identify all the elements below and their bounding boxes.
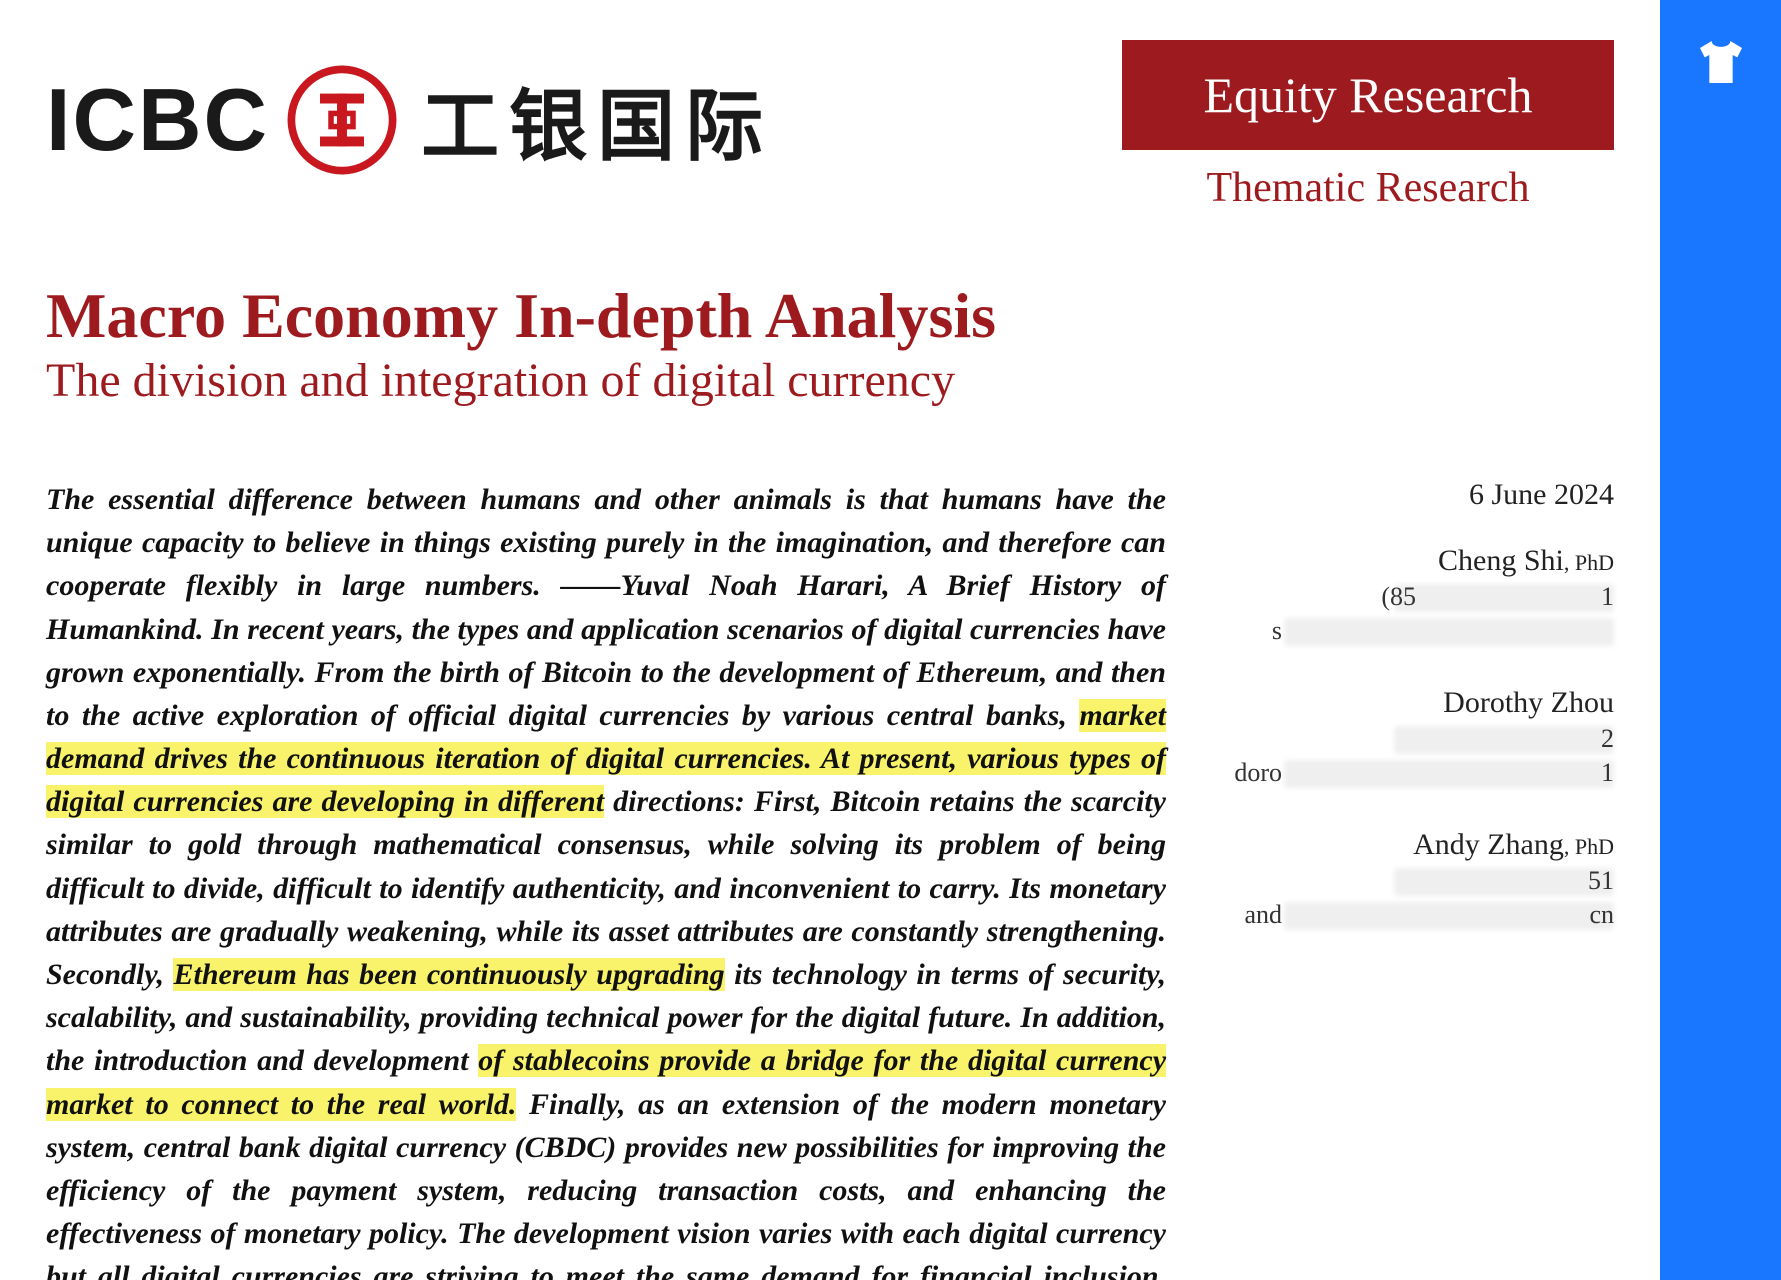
redacted-line [1284, 618, 1614, 646]
page-subtitle: The division and integration of digital … [46, 355, 1614, 408]
icbc-seal-icon [287, 65, 397, 175]
publish-date: 6 June 2024 [1206, 478, 1614, 512]
redacted-line [1394, 726, 1614, 754]
header-right-column: Equity Research Thematic Research [1122, 40, 1614, 212]
viewport: ICBC 工银国际 Equity Research Thematic Resea… [0, 0, 1781, 1280]
redacted-line [1394, 584, 1614, 612]
author-name: Andy Zhang, PhD [1206, 828, 1614, 862]
logo-text: ICBC [46, 69, 269, 171]
redacted-fragment: and [1244, 900, 1282, 930]
author-name: Dorothy Zhou [1206, 686, 1614, 720]
author-block: Andy Zhang, PhD 51 and cn [1206, 828, 1614, 930]
redacted-fragment: s [1272, 616, 1282, 646]
document-page: ICBC 工银国际 Equity Research Thematic Resea… [0, 0, 1660, 1280]
content-row: The essential difference between humans … [46, 478, 1614, 1280]
equity-research-badge: Equity Research [1122, 40, 1614, 150]
redacted-fragment: 1 [1601, 758, 1614, 788]
redacted-line [1284, 760, 1614, 788]
author-block: Dorothy Zhou 2 doro 1 [1206, 686, 1614, 788]
redacted-fragment: 1 [1601, 582, 1614, 612]
abstract-body: The essential difference between humans … [46, 478, 1166, 1280]
redacted-fragment: 51 [1588, 866, 1614, 896]
thematic-label: Thematic Research [1122, 164, 1614, 212]
redacted-line [1284, 902, 1614, 930]
redacted-fragment: (85 [1381, 582, 1416, 612]
page-title: Macro Economy In-depth Analysis [46, 282, 1614, 349]
author-name: Cheng Shi, PhD [1206, 544, 1614, 578]
logo-chinese: 工银国际 [421, 64, 773, 176]
redacted-fragment: doro [1234, 758, 1282, 788]
right-blue-bar [1660, 0, 1781, 1280]
abstract-highlight: Ethereum has been continuously upgrading [173, 958, 724, 991]
logo-block: ICBC 工银国际 [46, 64, 773, 176]
tshirt-icon[interactable] [1693, 34, 1749, 90]
redacted-fragment: 2 [1601, 724, 1614, 754]
header-row: ICBC 工银国际 Equity Research Thematic Resea… [46, 40, 1614, 212]
redacted-line [1394, 868, 1614, 896]
abstract-text: The essential difference between humans … [46, 483, 1166, 732]
redacted-fragment: cn [1589, 900, 1614, 930]
meta-sidebar: 6 June 2024 Cheng Shi, PhD (85 1 s Dorothy Z… [1206, 478, 1614, 1280]
author-block: Cheng Shi, PhD (85 1 s [1206, 544, 1614, 646]
